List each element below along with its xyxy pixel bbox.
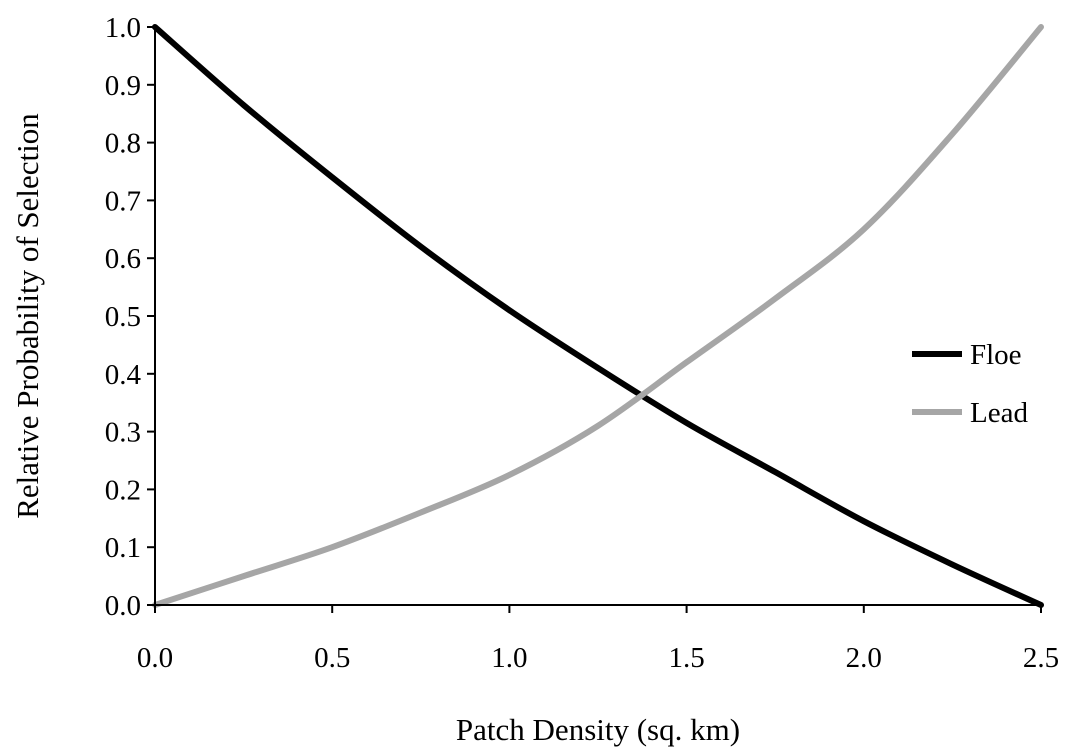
x-tick-label: 1.0 [491, 642, 527, 674]
x-tick-label: 0.5 [314, 642, 350, 674]
y-tick-label: 0.1 [105, 532, 141, 564]
plot-series-group [155, 27, 1041, 605]
y-tick-label: 0.8 [105, 128, 141, 160]
series-line-floe [155, 27, 1041, 605]
x-tick-label: 2.5 [1023, 642, 1059, 674]
y-axis-ticks: 0.0 0.1 0.2 0.3 0.4 0.5 0.6 0.7 0.8 0.9 1.0 [105, 12, 155, 622]
y-tick-label: 0.2 [105, 474, 141, 506]
y-tick-label: 0.5 [105, 301, 141, 333]
x-tick-label: 1.5 [668, 642, 704, 674]
legend: Floe Lead [912, 339, 1028, 429]
y-axis-title: Relative Probability of Selection [10, 113, 45, 519]
y-tick-label: 0.4 [105, 359, 142, 391]
x-axis-title: Patch Density (sq. km) [456, 712, 740, 747]
legend-label-floe: Floe [970, 339, 1022, 371]
x-tick-label: 2.0 [846, 642, 882, 674]
y-tick-label: 0.3 [105, 417, 141, 449]
legend-label-lead: Lead [970, 397, 1028, 429]
y-tick-label: 0.9 [105, 70, 141, 102]
y-tick-label: 0.6 [105, 243, 141, 275]
y-tick-label: 0.0 [105, 590, 141, 622]
x-tick-label: 0.0 [137, 642, 173, 674]
y-tick-label: 0.7 [105, 185, 141, 217]
y-tick-label: 1.0 [105, 12, 141, 44]
series-line-lead [155, 27, 1041, 605]
x-axis-ticks: 0.0 0.5 1.0 1.5 2.0 2.5 [137, 605, 1059, 674]
